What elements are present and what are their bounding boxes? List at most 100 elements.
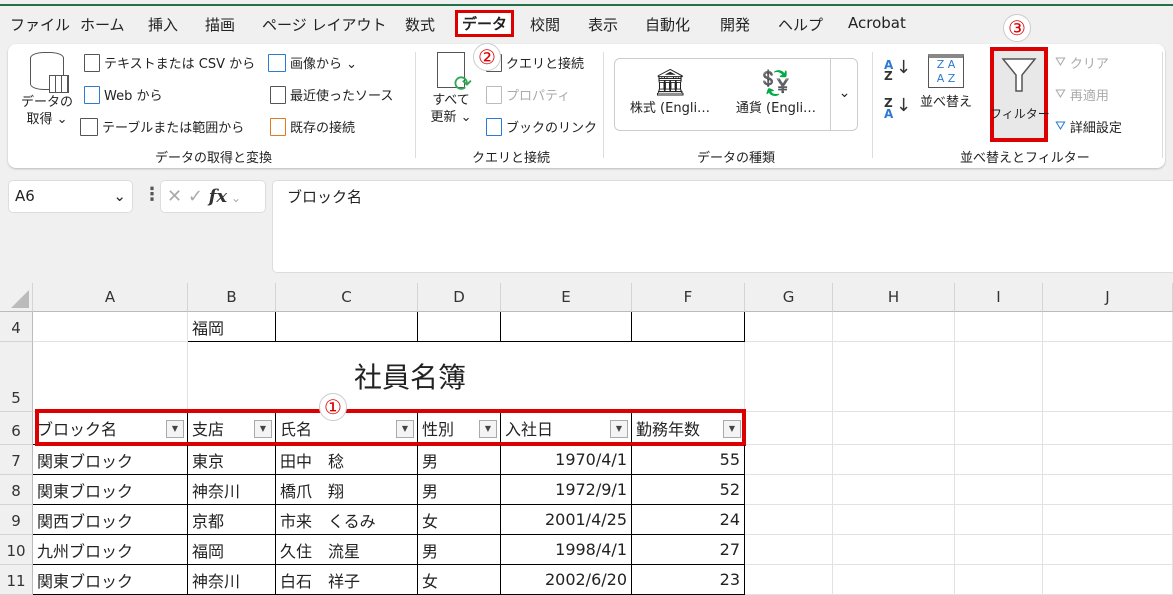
cell[interactable] bbox=[833, 505, 955, 535]
cell[interactable] bbox=[632, 312, 745, 342]
cell[interactable] bbox=[1043, 312, 1173, 342]
cell[interactable]: 52 bbox=[632, 475, 745, 505]
cell[interactable] bbox=[833, 445, 955, 475]
cell[interactable]: 1998/4/1 bbox=[501, 535, 632, 565]
tab-0[interactable]: ファイル bbox=[10, 16, 71, 34]
get-data-button[interactable]: データの 取得 ⌄ bbox=[20, 52, 74, 128]
column-header-F[interactable]: F bbox=[632, 283, 745, 312]
clear-filter-button[interactable]: ⛛ クリア bbox=[1055, 53, 1109, 72]
cell[interactable]: 関東ブロック bbox=[33, 475, 188, 505]
tab-12[interactable]: Acrobat bbox=[848, 14, 906, 32]
cell[interactable] bbox=[1043, 535, 1173, 565]
insert-function-icon[interactable]: fx bbox=[208, 186, 228, 207]
name-box[interactable]: A6 ⌄ bbox=[8, 180, 133, 213]
column-header-A[interactable]: A bbox=[33, 283, 188, 312]
filter-header-cell[interactable] bbox=[833, 412, 955, 445]
workbook-links-button[interactable]: ブックのリンク bbox=[486, 117, 597, 136]
tab-8[interactable]: 表示 bbox=[588, 16, 619, 34]
filter-dropdown-button[interactable]: ▼ bbox=[610, 420, 628, 438]
cell[interactable] bbox=[745, 312, 833, 342]
cell[interactable]: 九州ブロック bbox=[33, 535, 188, 565]
filter-header-cell[interactable]: ブロック名 ▼ bbox=[33, 412, 188, 445]
column-header-G[interactable]: G bbox=[745, 283, 833, 312]
from-web-button[interactable]: Web から bbox=[84, 85, 162, 104]
filter-header-cell[interactable]: 勤務年数 ▼ bbox=[632, 412, 745, 445]
sheet-title[interactable]: 社員名簿 bbox=[353, 361, 466, 394]
refresh-all-button[interactable]: ⟳ すべて 更新 ⌄ bbox=[426, 52, 476, 126]
tab-11[interactable]: ヘルプ bbox=[778, 16, 824, 34]
cell[interactable] bbox=[1043, 342, 1173, 412]
cell[interactable] bbox=[745, 445, 833, 475]
cell[interactable]: 田中 稔 bbox=[276, 445, 418, 475]
cell[interactable]: 関東ブロック bbox=[33, 565, 188, 595]
cell[interactable] bbox=[501, 312, 632, 342]
cell[interactable] bbox=[833, 342, 955, 412]
cell[interactable] bbox=[1043, 475, 1173, 505]
filter-header-cell[interactable]: 支店 ▼ bbox=[188, 412, 276, 445]
filter-dropdown-button[interactable]: ▼ bbox=[254, 420, 272, 438]
reapply-button[interactable]: ⛛ 再適用 bbox=[1055, 85, 1109, 104]
cell[interactable]: 東京 bbox=[188, 445, 276, 475]
cell[interactable] bbox=[955, 312, 1043, 342]
row-header-8[interactable]: 8 bbox=[0, 475, 33, 505]
cell[interactable] bbox=[955, 342, 1043, 412]
cell[interactable]: 久住 流星 bbox=[276, 535, 418, 565]
cancel-icon[interactable]: ✕ bbox=[167, 186, 183, 207]
filter-dropdown-button[interactable]: ▼ bbox=[479, 420, 497, 438]
advanced-filter-button[interactable]: ⛛ 詳細設定 bbox=[1055, 117, 1122, 136]
cell[interactable] bbox=[632, 342, 745, 412]
tab-3[interactable]: 描画 bbox=[205, 16, 236, 34]
cell[interactable] bbox=[745, 535, 833, 565]
tab-7[interactable]: 校閲 bbox=[530, 16, 561, 34]
cell[interactable] bbox=[833, 475, 955, 505]
cell[interactable]: 関西ブロック bbox=[33, 505, 188, 535]
cell[interactable]: 京都 bbox=[188, 505, 276, 535]
row-header-9[interactable]: 9 bbox=[0, 505, 33, 535]
cell[interactable] bbox=[955, 475, 1043, 505]
column-header-B[interactable]: B bbox=[188, 283, 276, 312]
select-all-button[interactable] bbox=[0, 283, 33, 312]
enter-icon[interactable]: ✓ bbox=[187, 186, 203, 207]
stocks-data-type[interactable]: 🏛 株式 (Engli… bbox=[620, 66, 720, 117]
column-header-E[interactable]: E bbox=[501, 283, 632, 312]
cell[interactable] bbox=[745, 475, 833, 505]
tab-2[interactable]: 挿入 bbox=[148, 16, 179, 34]
row-header-7[interactable]: 7 bbox=[0, 445, 33, 475]
cell[interactable] bbox=[955, 535, 1043, 565]
cell[interactable] bbox=[418, 312, 501, 342]
tab-6[interactable]: データ bbox=[455, 10, 515, 37]
more-options-icon[interactable]: ⋮ bbox=[143, 184, 161, 205]
cell[interactable] bbox=[833, 312, 955, 342]
tab-5[interactable]: 数式 bbox=[405, 16, 436, 34]
cell[interactable] bbox=[955, 505, 1043, 535]
cell[interactable] bbox=[833, 535, 955, 565]
sort-ascending-button[interactable]: A Z ↓ bbox=[884, 57, 912, 83]
column-header-C[interactable]: C bbox=[276, 283, 418, 312]
cell[interactable] bbox=[833, 565, 955, 595]
cell[interactable]: 1970/4/1 bbox=[501, 445, 632, 475]
cell[interactable]: 男 bbox=[418, 535, 501, 565]
row-header-6[interactable]: 6 bbox=[0, 412, 33, 445]
cell[interactable]: 市来 くるみ bbox=[276, 505, 418, 535]
tab-4[interactable]: ページ レイアウト bbox=[262, 16, 387, 34]
cell[interactable] bbox=[1043, 505, 1173, 535]
cell[interactable]: 女 bbox=[418, 565, 501, 595]
filter-dropdown-button[interactable]: ▼ bbox=[396, 420, 414, 438]
cell[interactable]: 神奈川 bbox=[188, 565, 276, 595]
filter-header-cell[interactable] bbox=[745, 412, 833, 445]
column-header-J[interactable]: J bbox=[1043, 283, 1173, 312]
tab-9[interactable]: 自動化 bbox=[645, 16, 691, 34]
cell[interactable] bbox=[955, 445, 1043, 475]
filter-header-cell[interactable] bbox=[955, 412, 1043, 445]
cell[interactable]: 女 bbox=[418, 505, 501, 535]
cell[interactable]: 福岡 bbox=[188, 535, 276, 565]
existing-connections-button[interactable]: 既存の接続 bbox=[270, 117, 355, 136]
filter-button[interactable]: フィルター bbox=[990, 47, 1050, 142]
tab-1[interactable]: ホーム bbox=[80, 16, 125, 34]
cell[interactable] bbox=[745, 565, 833, 595]
cell[interactable] bbox=[33, 342, 188, 412]
cell[interactable]: 55 bbox=[632, 445, 745, 475]
column-header-I[interactable]: I bbox=[955, 283, 1043, 312]
cell[interactable]: 27 bbox=[632, 535, 745, 565]
cell[interactable] bbox=[1043, 565, 1173, 595]
